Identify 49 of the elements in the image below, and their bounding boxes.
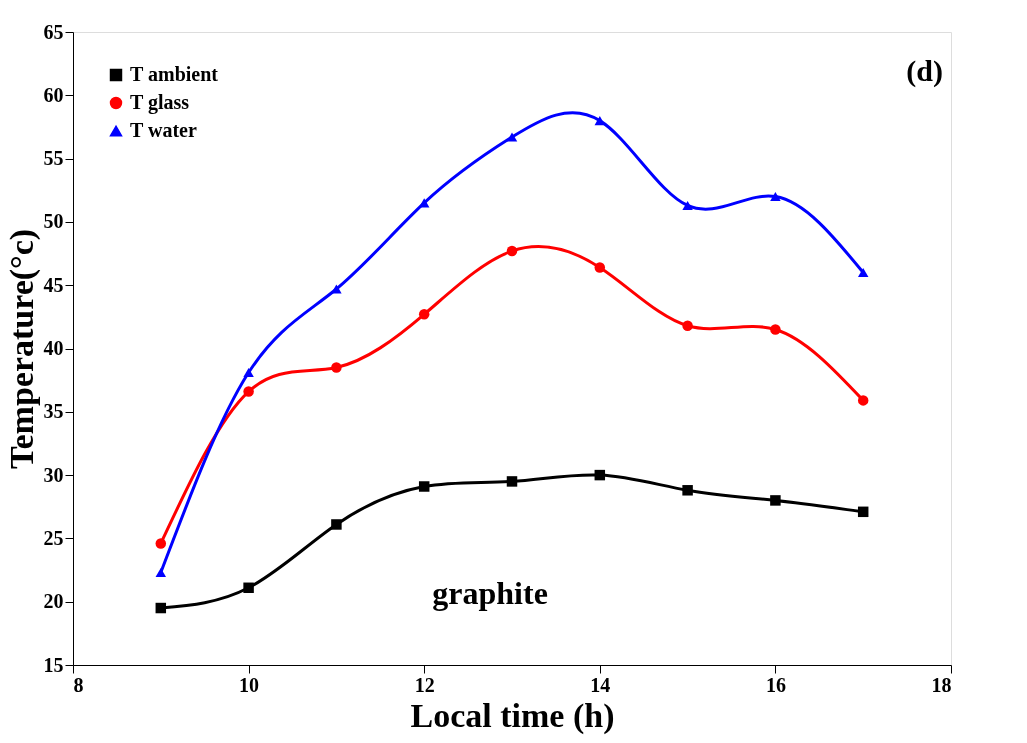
y-tick-label: 30 <box>43 463 64 486</box>
legend-label: T ambient <box>130 63 219 85</box>
y-tick-label: 65 <box>43 20 64 43</box>
x-tick-label: 12 <box>414 673 435 696</box>
x-axis-title: Local time (h) <box>410 696 615 735</box>
point <box>506 476 518 487</box>
point <box>418 309 430 320</box>
x-tick-label: 8 <box>73 673 84 696</box>
point <box>594 469 606 481</box>
y-tick-label: 15 <box>43 653 64 676</box>
legend-label: T glass <box>130 91 190 114</box>
point <box>418 481 430 492</box>
point <box>331 362 342 373</box>
point <box>857 268 869 278</box>
annotation: graphite <box>432 575 548 611</box>
y-tick-label: 50 <box>43 210 64 233</box>
point <box>506 132 518 142</box>
point <box>770 324 781 335</box>
point <box>594 116 606 126</box>
point <box>770 192 781 202</box>
point <box>682 200 693 210</box>
point <box>243 386 254 397</box>
point <box>243 368 254 378</box>
x-tick-label: 18 <box>931 673 952 696</box>
x-tick-label: 16 <box>765 673 786 696</box>
y-tick-label: 60 <box>43 83 64 106</box>
y-tick-label: 35 <box>43 400 64 423</box>
y-tick-label: 55 <box>43 147 64 170</box>
x-tick-label: 14 <box>590 673 611 696</box>
point <box>506 245 518 257</box>
point <box>155 602 167 614</box>
legend-label: T water <box>130 119 197 141</box>
point <box>770 495 781 506</box>
y-tick-label: 20 <box>43 590 64 613</box>
point <box>857 395 869 406</box>
point <box>243 582 254 594</box>
y-tick-label: 45 <box>43 273 64 296</box>
point <box>331 519 342 530</box>
y-axis-title: Temperature(°c) <box>2 228 41 470</box>
point <box>682 485 693 496</box>
annotation: (d) <box>906 54 943 88</box>
point <box>155 538 167 549</box>
y-tick-label: 25 <box>43 526 64 549</box>
y-tick-label: 40 <box>43 337 64 359</box>
point <box>857 506 869 518</box>
x-tick-label: 10 <box>239 673 260 696</box>
point <box>594 262 606 273</box>
point <box>155 568 167 578</box>
point <box>682 320 693 331</box>
